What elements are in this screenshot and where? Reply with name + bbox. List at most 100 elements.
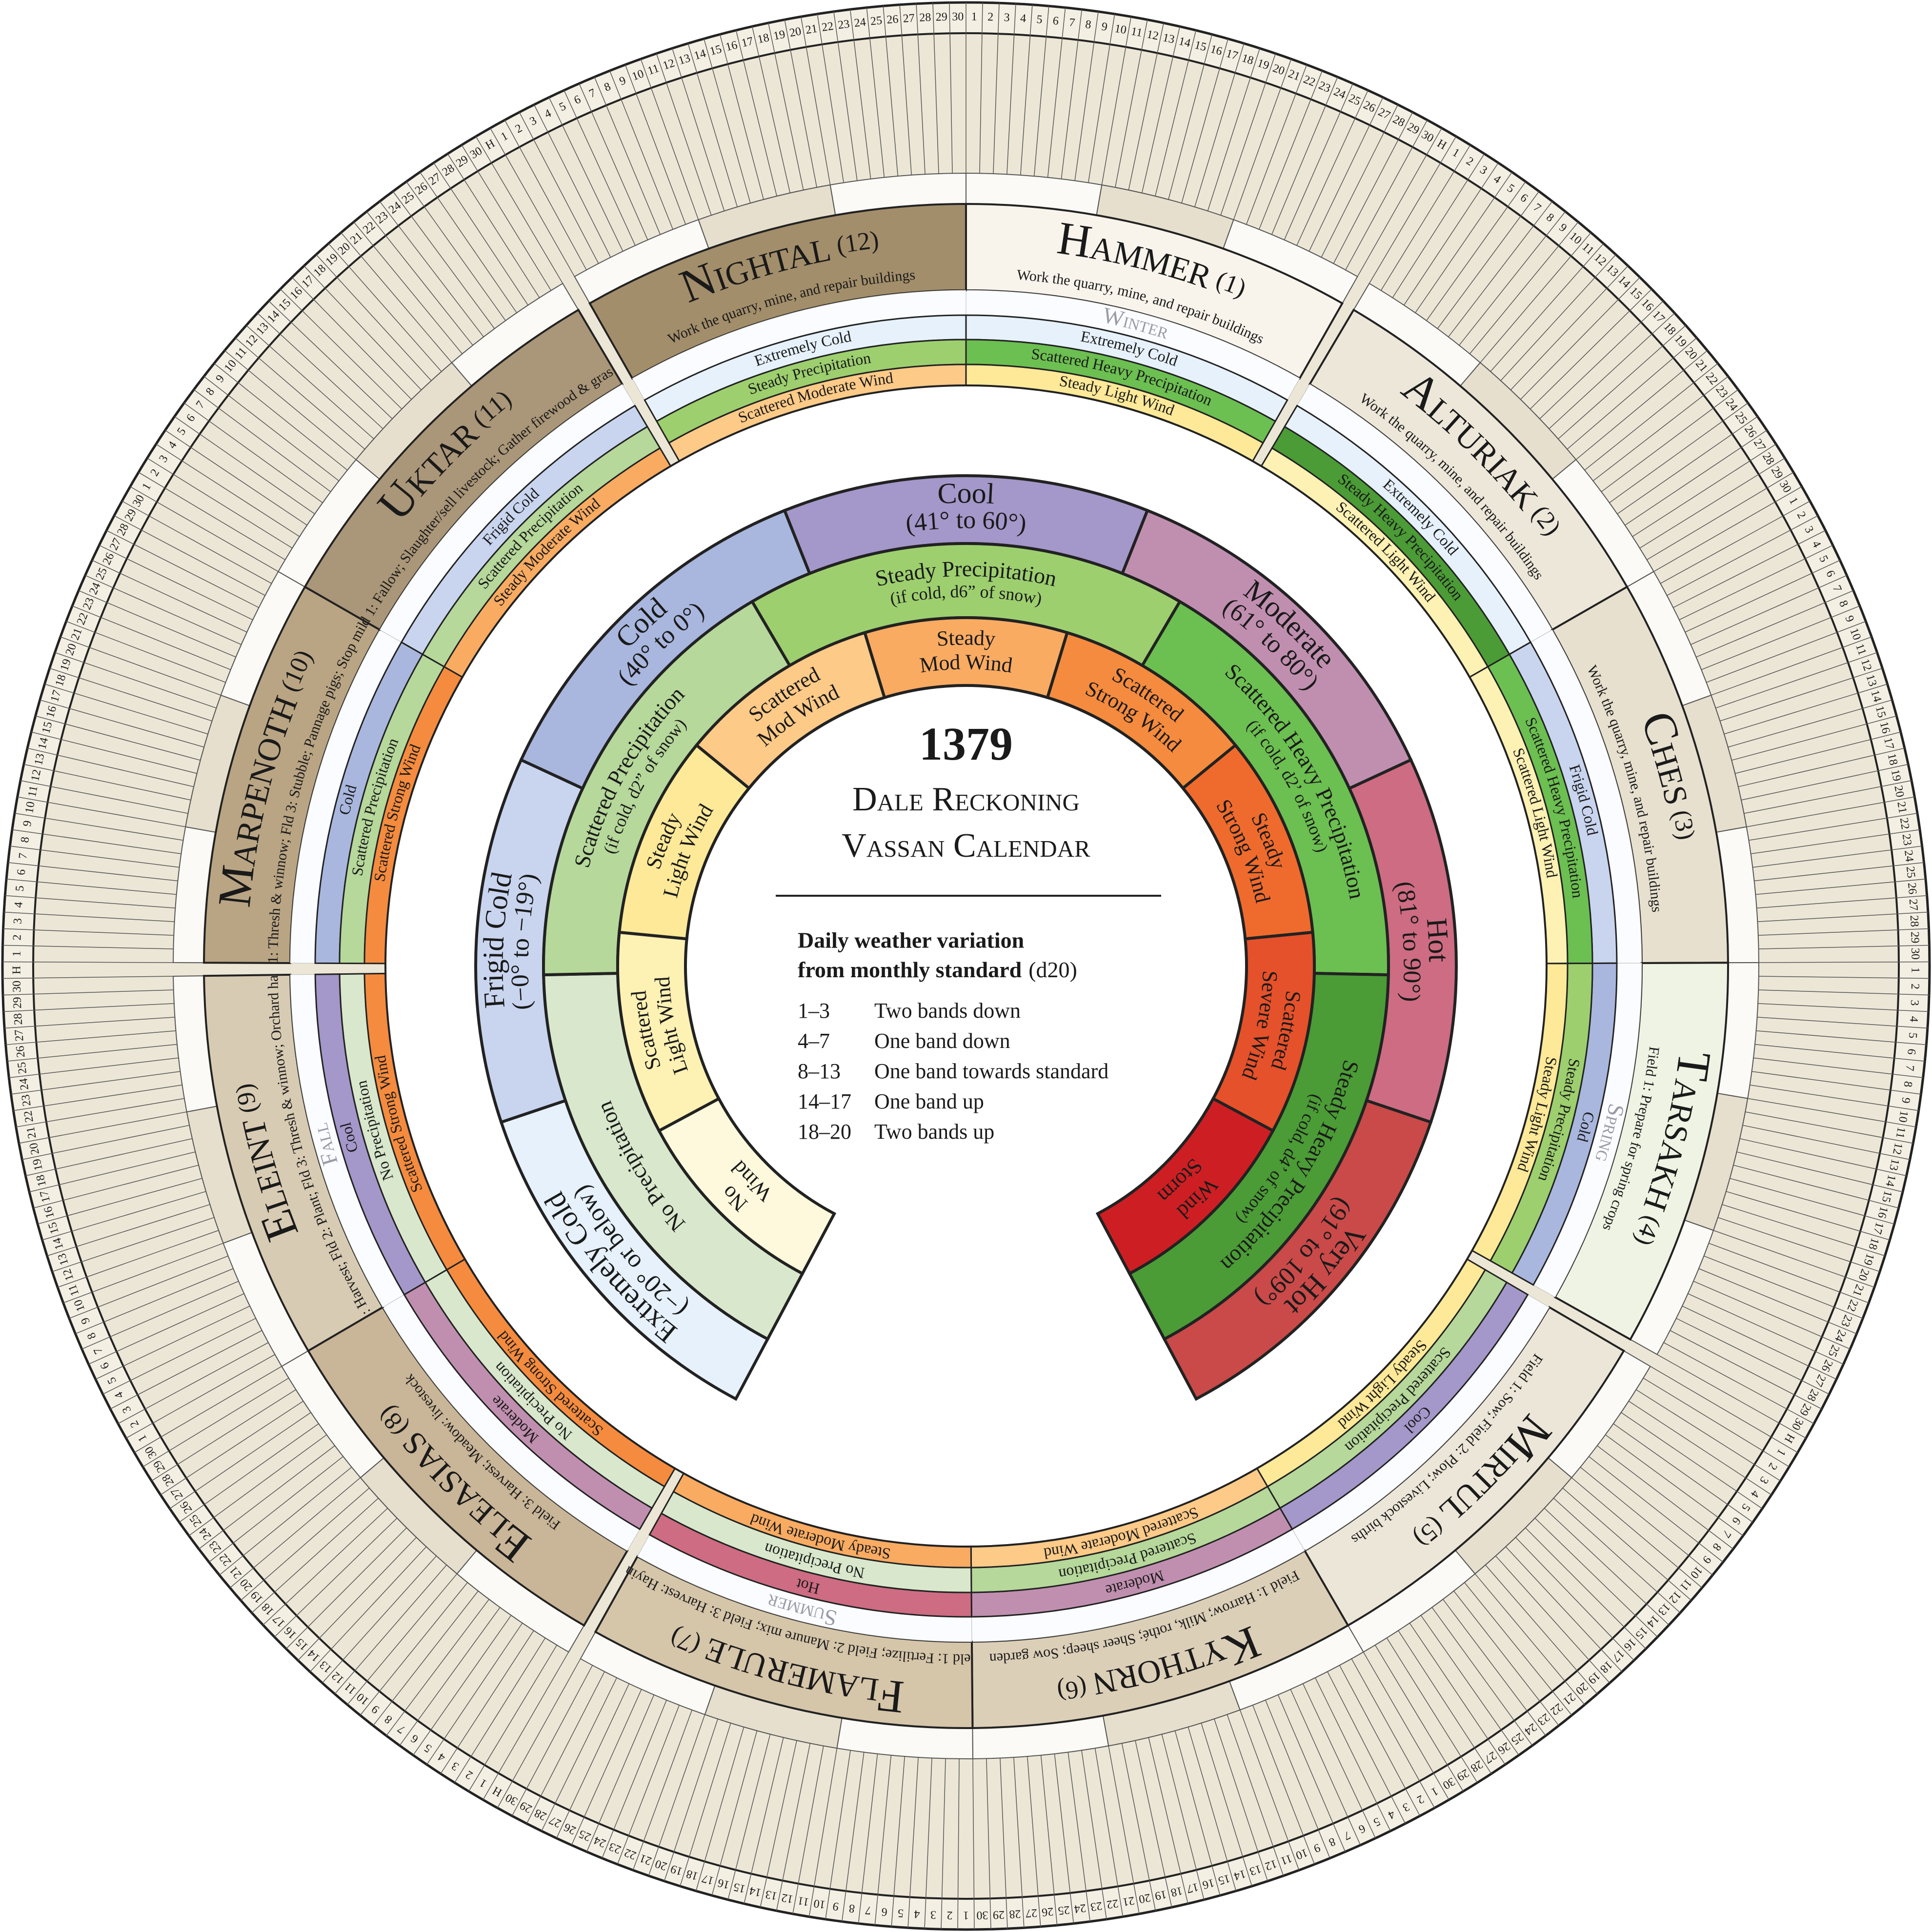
day-divider	[672, 48, 725, 211]
day-divider	[1755, 879, 1926, 895]
day-divider	[1121, 1743, 1156, 1911]
day-divider	[1033, 6, 1049, 177]
day-number: 11	[1130, 25, 1143, 40]
day-number: 14	[1177, 35, 1191, 50]
day-divider	[179, 1423, 319, 1523]
day-number: 6	[15, 868, 28, 876]
day-divider	[1115, 20, 1148, 188]
day-divider	[1500, 254, 1616, 381]
day-divider	[420, 172, 517, 313]
day-divider	[461, 144, 552, 291]
day-number: 12	[1146, 28, 1160, 42]
day-number: 30	[1909, 948, 1921, 960]
day-number: 22	[21, 1110, 36, 1124]
day-divider	[602, 1700, 667, 1858]
day-divider	[1660, 501, 1811, 584]
day-divider	[8, 862, 178, 882]
day-divider	[353, 221, 463, 354]
day-divider	[1265, 1700, 1330, 1858]
day-divider	[1339, 1665, 1421, 1816]
day-divider	[406, 181, 506, 321]
day-divider	[19, 1111, 187, 1144]
day-divider	[594, 77, 661, 235]
day-divider	[941, 1758, 946, 1930]
day-divider	[579, 83, 648, 241]
day-divider	[373, 1590, 479, 1726]
day-number: 8	[848, 1902, 856, 1915]
day-divider	[1575, 350, 1708, 460]
day-divider	[121, 501, 272, 584]
day-divider	[695, 1727, 745, 1892]
day-divider	[972, 1758, 975, 1930]
month-number: (3)	[1667, 807, 1700, 842]
day-divider	[1653, 486, 1802, 572]
day-divider	[993, 3, 1000, 174]
day-divider	[1187, 1727, 1237, 1892]
day-divider	[1161, 1734, 1205, 1900]
legend-effect: Two bands up	[874, 1120, 994, 1144]
day-number: 27	[903, 12, 915, 25]
day-number: 10	[1114, 22, 1127, 37]
day-divider	[957, 1758, 960, 1930]
day-divider	[4, 911, 175, 922]
day-number: 23	[1089, 1899, 1103, 1913]
gauge-wind-label-text: Mod Wind	[918, 650, 1014, 677]
day-divider	[571, 1689, 642, 1846]
day-divider	[1757, 1017, 1928, 1029]
day-divider	[468, 1645, 558, 1792]
calendar-name: Vassan Calendar	[842, 827, 1090, 865]
day-number: 8	[19, 836, 32, 844]
day-divider	[1296, 90, 1368, 246]
day-divider	[328, 243, 442, 372]
day-number: 17	[1881, 736, 1896, 750]
day-divider	[199, 1445, 335, 1550]
day-number: 9	[832, 1899, 839, 1912]
day-number: 18	[1885, 752, 1900, 766]
day-divider	[49, 667, 212, 722]
day-divider	[130, 486, 279, 572]
day-divider	[1392, 153, 1485, 298]
gauge-wind-label: Steady	[936, 626, 996, 651]
day-divider	[88, 1293, 244, 1365]
day-divider	[12, 829, 181, 854]
day-divider	[40, 699, 204, 748]
day-divider	[541, 1677, 617, 1831]
legend-effect: Two bands down	[874, 999, 1021, 1023]
day-divider	[1650, 1366, 1798, 1453]
day-number: 26	[1905, 882, 1919, 895]
day-divider	[1690, 575, 1847, 645]
day-divider	[1567, 337, 1697, 450]
day-number: 1	[971, 11, 977, 23]
day-number: 14	[1883, 1173, 1898, 1187]
legend-die: (d20)	[1028, 957, 1077, 982]
day-divider	[1006, 3, 1016, 175]
day-divider	[1214, 1719, 1268, 1881]
day-divider	[768, 22, 804, 190]
day-divider	[1308, 97, 1384, 252]
day-divider	[1539, 301, 1664, 420]
day-divider	[1739, 1138, 1907, 1176]
day-divider	[735, 30, 777, 197]
month-number: (9)	[230, 1082, 263, 1116]
day-number: 19	[1154, 1888, 1168, 1902]
day-divider	[33, 1165, 199, 1208]
day-divider	[1368, 136, 1457, 284]
day-divider	[1713, 1230, 1875, 1288]
day-number: 29	[1908, 931, 1921, 944]
day-divider	[1101, 17, 1132, 185]
day-divider	[1758, 945, 1930, 949]
day-number: 20	[1892, 785, 1906, 798]
day-number: 4	[1907, 1016, 1920, 1022]
day-divider	[160, 1401, 304, 1495]
day-divider	[1679, 544, 1833, 621]
day-divider	[72, 605, 231, 670]
day-divider	[833, 11, 858, 181]
day-divider	[1724, 684, 1888, 735]
legend-subtitle: from monthly standard	[798, 957, 1022, 982]
day-divider	[907, 1757, 919, 1928]
day-divider	[106, 530, 259, 608]
day-divider	[251, 1498, 379, 1613]
day-number: 2	[11, 934, 23, 941]
day-divider	[1067, 1752, 1091, 1922]
day-divider	[1327, 1671, 1406, 1824]
